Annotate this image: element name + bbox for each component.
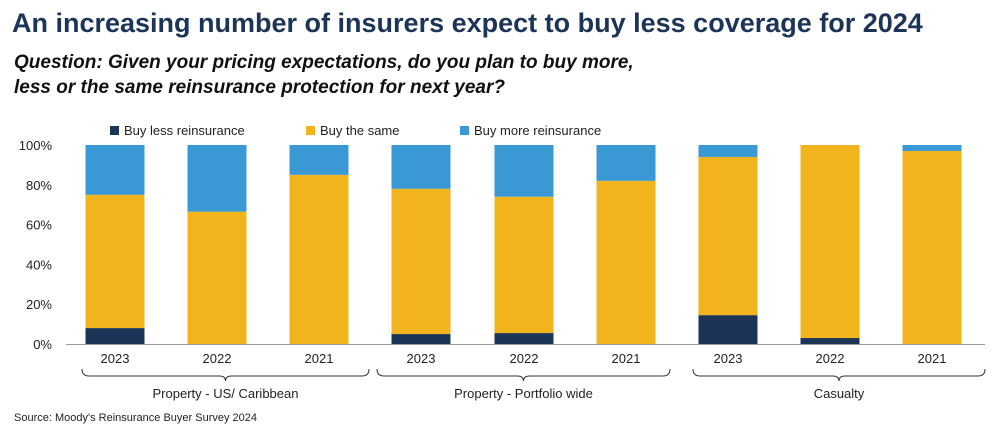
legend-label-same: Buy the same	[320, 123, 400, 138]
group-label: Property - Portfolio wide	[454, 386, 593, 401]
subtitle-line-1: Question: Given your pricing expectation…	[14, 52, 634, 73]
group-label: Casualty	[814, 386, 865, 401]
bar-segment-less	[85, 328, 145, 344]
y-tick-label: 100%	[19, 138, 53, 153]
x-tick-label: 2022	[203, 351, 232, 366]
bar-segment-more	[289, 145, 349, 175]
bar-segment-more	[698, 145, 758, 157]
legend-label-more: Buy more reinsurance	[474, 123, 601, 138]
legend-swatch-same	[306, 126, 315, 135]
legend-swatch-less	[110, 126, 119, 135]
bar-segment-more	[187, 145, 247, 212]
y-tick-label: 20%	[26, 297, 52, 312]
y-tick-label: 0%	[33, 337, 52, 352]
x-tick-label: 2023	[714, 351, 743, 366]
bar-segment-more	[902, 145, 962, 151]
y-axis: 0% 20% 40% 60% 80% 100%	[19, 138, 53, 352]
bar-segment-more	[391, 145, 451, 189]
bar-segment-same	[596, 180, 656, 344]
bar-segment-less	[800, 338, 860, 344]
bar-segment-more	[596, 145, 656, 181]
x-tick-label: 2022	[816, 351, 845, 366]
source-note: Source: Moody's Reinsurance Buyer Survey…	[14, 412, 258, 424]
chart-legend: Buy less reinsurance Buy the same Buy more…	[110, 123, 601, 138]
bar-segment-same	[800, 145, 860, 339]
bar-area	[85, 145, 962, 344]
y-tick-label: 40%	[26, 257, 52, 272]
x-tick-label: 2021	[918, 351, 947, 366]
bar-segment-more	[494, 145, 554, 197]
bar-segment-less	[698, 315, 758, 344]
stacked-bar-chart: Buy less reinsurance Buy the same Buy more…	[19, 123, 986, 401]
group-brace	[81, 368, 370, 382]
legend-label-less: Buy less reinsurance	[124, 123, 245, 138]
group-brace	[376, 368, 671, 382]
group-brace	[692, 368, 986, 382]
bar-segment-less	[494, 333, 554, 344]
group-label: Property - US/ Caribbean	[153, 386, 299, 401]
x-tick-label: 2022	[510, 351, 539, 366]
chart-subtitle: Question: Given your pricing expectation…	[14, 50, 634, 100]
bar-segment-same	[187, 211, 247, 344]
chart-title: An increasing number of insurers expect …	[12, 8, 923, 38]
bar-segment-same	[391, 188, 451, 335]
y-tick-label: 80%	[26, 178, 52, 193]
bar-segment-same	[85, 194, 145, 329]
x-tick-label: 2023	[407, 351, 436, 366]
x-tick-label: 2021	[305, 351, 334, 366]
bar-segment-more	[85, 145, 145, 195]
bar-segment-same	[289, 174, 349, 344]
x-tick-label: 2021	[612, 351, 641, 366]
bar-segment-less	[391, 334, 451, 344]
x-axis: 2023 2022 2021 2023 2022 2021 2023 2022 2021 Prop…	[66, 344, 986, 401]
bar-segment-same	[494, 196, 554, 334]
bar-segment-same	[902, 150, 962, 344]
x-tick-label: 2023	[101, 351, 130, 366]
bar-segment-same	[698, 156, 758, 316]
y-tick-label: 60%	[26, 218, 52, 233]
legend-swatch-more	[460, 126, 469, 135]
subtitle-line-2: less or the same reinsurance protection …	[14, 77, 506, 98]
